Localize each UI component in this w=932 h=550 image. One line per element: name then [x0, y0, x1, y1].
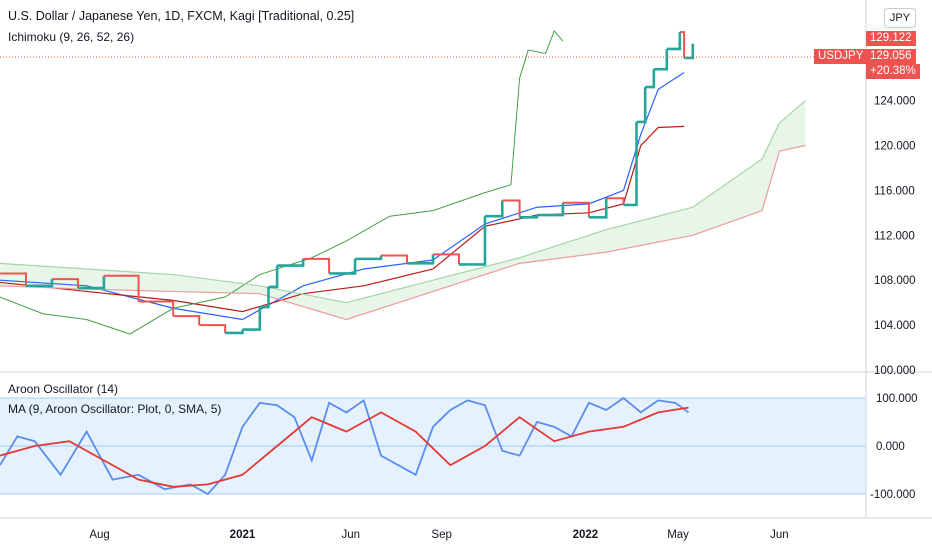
cloud-area	[0, 100, 806, 320]
time-axis: Aug 2021 Jun Sep 2022 May Jun	[89, 529, 788, 541]
oscillator-tick-label: -100.000	[870, 489, 915, 501]
kagi-segment	[484, 200, 504, 218]
kagi-segment	[0, 272, 27, 286]
chart-title: U.S. Dollar / Japanese Yen, 1D, FXCM, Ka…	[8, 9, 355, 23]
kagi-segment	[355, 255, 383, 261]
price-tick-label: 112.000	[874, 230, 915, 242]
oscillator-axis: 100.000 0.000 -100.000	[870, 393, 918, 501]
conversion-line	[0, 72, 685, 321]
kagi-segment	[268, 265, 279, 289]
price-tick-label: 108.000	[874, 275, 916, 287]
kagi-segment	[562, 201, 590, 218]
kagi-segment	[636, 87, 647, 124]
time-tick-label: 2021	[230, 529, 256, 541]
symbol-tag: USDJPY	[814, 49, 868, 64]
kagi-series	[0, 31, 695, 335]
ma-legend[interactable]: MA (9, Aroon Oscillator: Plot, 0, SMA, 5…	[8, 402, 222, 416]
oscillator-tick-label: 100.000	[876, 393, 918, 405]
last-price-tag: 129.056	[866, 49, 916, 64]
time-tick-label: May	[667, 529, 689, 541]
kagi-segment	[259, 286, 270, 309]
aroon-panel	[0, 396, 866, 496]
kagi-segment	[277, 258, 305, 267]
kagi-segment	[645, 69, 656, 89]
leading-span-b	[0, 144, 806, 321]
kagi-segment	[536, 202, 565, 217]
kagi-segment	[25, 279, 54, 288]
kagi-segment	[303, 257, 331, 274]
kagi-segment	[138, 300, 175, 317]
kagi-segment	[606, 197, 625, 205]
kagi-segment	[225, 329, 244, 335]
ichimoku-legend[interactable]: Ichimoku (9, 26, 52, 26)	[8, 30, 135, 44]
price-tick-label: 124.000	[874, 96, 916, 108]
kagi-segment	[588, 198, 608, 219]
ichimoku-cloud	[0, 100, 806, 320]
leading-span-a	[0, 100, 806, 304]
aroon-legend[interactable]: Aroon Oscillator (14)	[8, 382, 119, 396]
kagi-segment	[103, 274, 140, 302]
price-tick-label: 104.000	[874, 320, 916, 332]
time-tick-label: Jun	[770, 529, 789, 541]
kagi-segment	[623, 121, 638, 207]
change-tag: +20.38%	[866, 64, 920, 79]
kagi-segment	[502, 199, 521, 218]
kagi-segment	[329, 258, 357, 275]
price-axis: 100.000 104.000 108.000 112.000 116.000 120.0…	[874, 96, 916, 377]
chart-frame	[0, 0, 932, 519]
kagi-segment	[433, 253, 460, 265]
kagi-segment	[77, 275, 106, 290]
kagi-segment	[679, 31, 686, 58]
time-tick-label: Jun	[341, 529, 360, 541]
aroon-ma-line	[0, 406, 689, 488]
kagi-segment	[653, 48, 669, 71]
price-tick-label: 100.000	[874, 365, 916, 377]
kagi-segment	[458, 216, 487, 266]
kagi-segment	[242, 307, 262, 331]
currency-button[interactable]: JPY	[884, 8, 916, 28]
time-tick-label: 2022	[573, 529, 599, 541]
high-price-tag: 129.122	[866, 31, 916, 46]
price-tick-label: 116.000	[874, 185, 915, 197]
ichimoku-lines	[0, 30, 806, 335]
kagi-segment	[173, 315, 201, 326]
kagi-segment	[666, 32, 682, 51]
time-tick-label: Aug	[89, 529, 109, 541]
kagi-segment	[381, 254, 409, 264]
kagi-segment	[407, 254, 435, 265]
oscillator-tick-label: 0.000	[876, 441, 905, 453]
kagi-segment	[51, 278, 79, 289]
time-tick-label: Sep	[431, 529, 451, 541]
price-tick-label: 120.000	[874, 140, 916, 152]
kagi-segment	[684, 43, 695, 60]
base-line	[0, 125, 685, 313]
lagging-span	[0, 30, 564, 335]
kagi-segment	[199, 324, 227, 333]
aroon-line	[0, 396, 690, 496]
